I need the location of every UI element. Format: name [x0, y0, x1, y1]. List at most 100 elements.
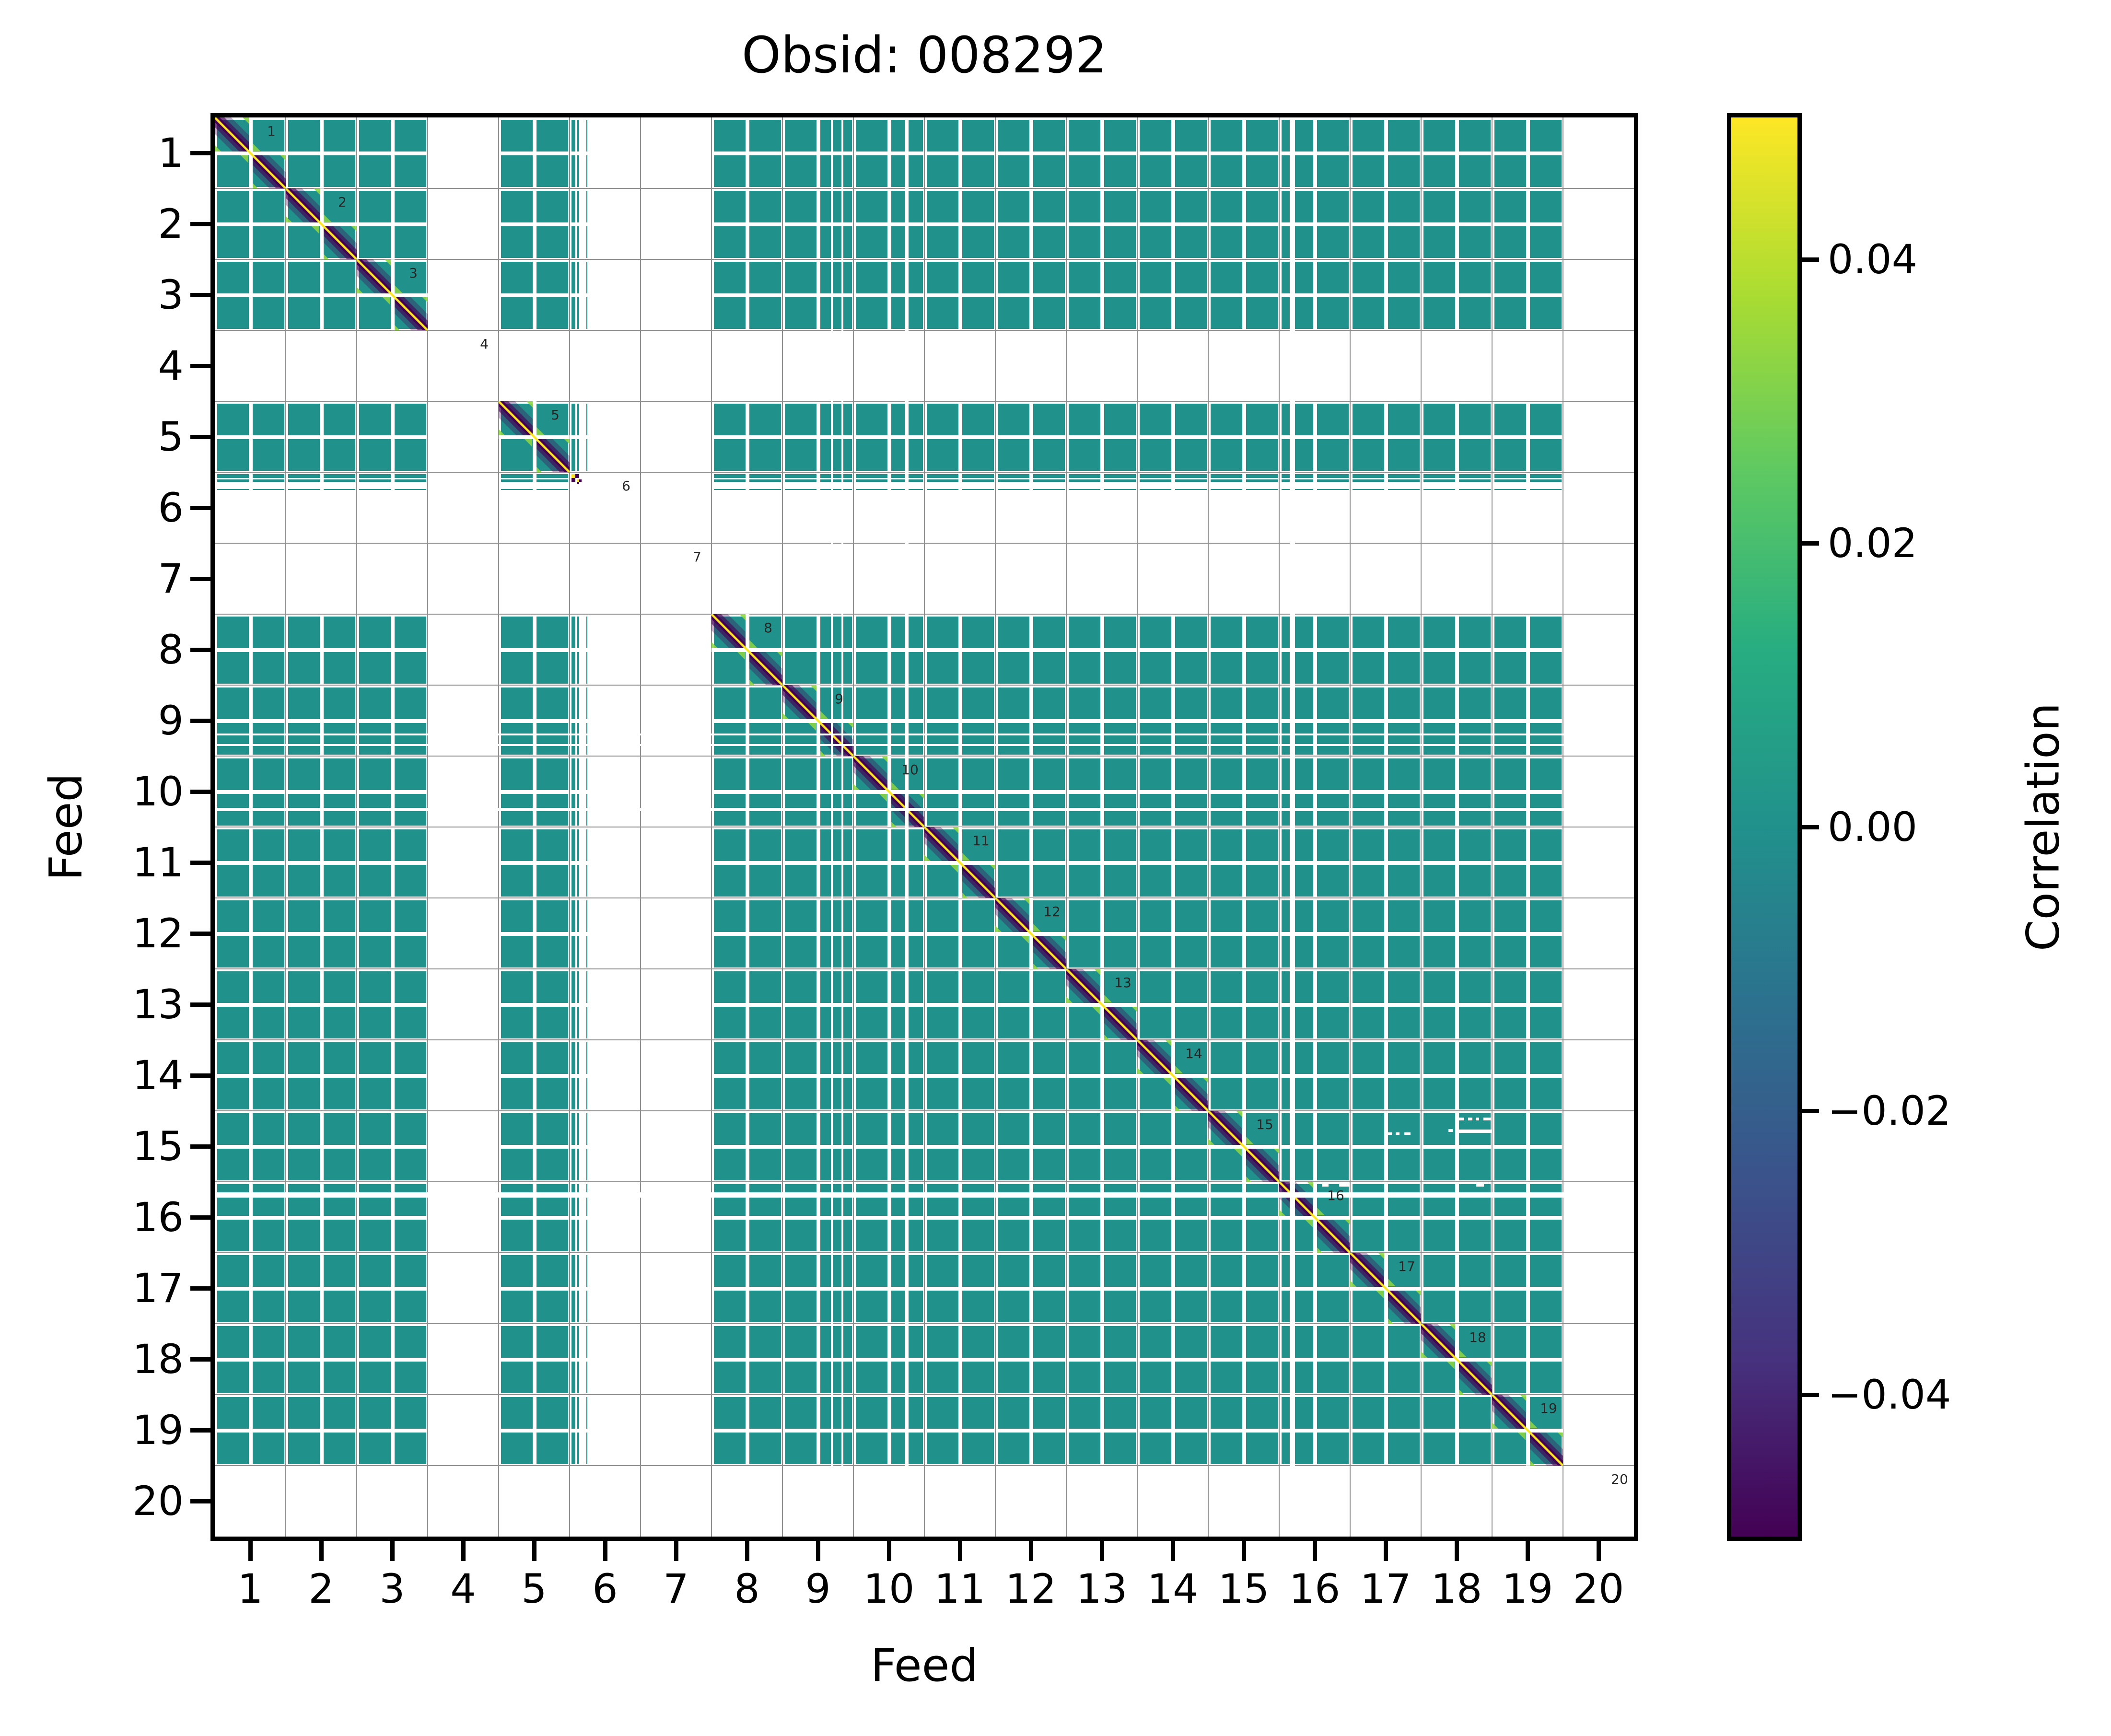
matrix-cell: [711, 117, 782, 188]
colorbar-tick-label: 0.00: [1828, 804, 1918, 851]
x-tick-mark: [745, 1541, 749, 1561]
x-tick-mark: [1029, 1541, 1033, 1561]
flagged-channel-dash: [1458, 1118, 1464, 1120]
x-tick-mark: [1455, 1541, 1459, 1561]
matrix-cell: [1208, 1324, 1279, 1395]
diagonal-autocorrelation-block: [215, 117, 286, 188]
matrix-cell: [1208, 756, 1279, 827]
y-tick-mark: [190, 932, 210, 936]
matrix-cell: [1066, 756, 1137, 827]
matrix-cell: [215, 1040, 286, 1111]
partial-feed-row-strip: [1492, 489, 1563, 490]
matrix-cell: [924, 1253, 995, 1324]
matrix-cell: [1137, 188, 1208, 259]
x-tick-label: 7: [663, 1565, 689, 1612]
matrix-cell: [1421, 117, 1492, 188]
y-tick-label: 12: [132, 910, 184, 957]
matrix-cell: [711, 1253, 782, 1324]
partial-feed-col-strip: [571, 969, 575, 1040]
partial-feed-col-strip: [577, 898, 579, 969]
matrix-cell: [1208, 188, 1279, 259]
diag-feed-number: 18: [1469, 1329, 1486, 1345]
partial-feed-row-strip: [853, 479, 924, 482]
partial-feed-col-strip: [586, 188, 587, 259]
partial-feed-col-strip: [571, 401, 575, 472]
y-tick-mark: [190, 506, 210, 510]
matrix-cell: [357, 969, 428, 1040]
matrix-cell: [286, 898, 357, 969]
partial-feed-row-strip: [1350, 474, 1421, 478]
matrix-cell: [1137, 117, 1208, 188]
partial-feed-row-strip: [853, 474, 924, 478]
x-tick-label: 18: [1431, 1565, 1482, 1612]
flagged-channel-col: [1290, 117, 1295, 1537]
matrix-cell: [1350, 827, 1421, 898]
diag-feed-number: 13: [1114, 975, 1131, 990]
matrix-cell: [995, 1324, 1066, 1395]
matrix-cell: [1421, 1040, 1492, 1111]
matrix-cell: [215, 259, 286, 330]
matrix-cell: [1208, 1040, 1279, 1111]
matrix-cell: [1350, 117, 1421, 188]
matrix-cell: [1492, 1324, 1563, 1395]
x-tick-label: 1: [237, 1565, 263, 1612]
partial-feed-row-strip: [924, 474, 995, 478]
matrix-cell: [357, 614, 428, 685]
matrix-cell: [1137, 1395, 1208, 1466]
partial-feed-row-strip: [1350, 489, 1421, 490]
flagged-channel-col: [841, 117, 843, 1537]
partial-feed-row-strip: [286, 489, 357, 490]
matrix-cell: [924, 1395, 995, 1466]
matrix-cell: [711, 259, 782, 330]
x-tick-mark: [1526, 1541, 1530, 1561]
matrix-cell: [357, 1395, 428, 1466]
x-tick-mark: [248, 1541, 253, 1561]
partial-feed-col-strip: [577, 401, 579, 472]
matrix-cell: [995, 188, 1066, 259]
grid-line-vertical: [1208, 117, 1209, 1537]
matrix-cell: [711, 827, 782, 898]
partial-feed-col-strip: [571, 1395, 575, 1466]
flagged-channel-dash: [1396, 1132, 1400, 1135]
matrix-cell: [1066, 259, 1137, 330]
matrix-cell: [357, 1111, 428, 1182]
diagonal-autocorrelation-block: [782, 685, 853, 756]
flagged-channel-dash: [1404, 1132, 1411, 1135]
y-tick-mark: [190, 577, 210, 581]
partial-feed-row-strip: [995, 489, 1066, 490]
x-axis-label: Feed: [870, 1640, 979, 1692]
partial-feed-col-strip: [586, 1253, 587, 1324]
partial-feed-row-strip: [1208, 489, 1279, 490]
matrix-cell: [1137, 614, 1208, 685]
partial-feed-col-strip: [577, 685, 579, 756]
matrix-cell: [1421, 188, 1492, 259]
matrix-cell: [499, 969, 570, 1040]
matrix-cell: [1137, 756, 1208, 827]
matrix-cell: [1066, 1040, 1137, 1111]
y-tick-mark: [190, 151, 210, 155]
matrix-cell: [1350, 1395, 1421, 1466]
partial-feed-col-strip: [577, 756, 579, 827]
x-tick-mark: [1384, 1541, 1388, 1561]
y-tick-mark: [190, 790, 210, 794]
y-tick-label: 20: [132, 1478, 184, 1525]
grid-line-vertical: [1137, 117, 1138, 1537]
matrix-cell: [853, 827, 924, 898]
matrix-cell: [924, 756, 995, 827]
chart-title: Obsid: 008292: [741, 26, 1108, 84]
partial-diag-speck: [577, 479, 580, 482]
matrix-cell: [1492, 969, 1563, 1040]
partial-feed-row-strip: [782, 489, 853, 490]
matrix-cell: [1492, 827, 1563, 898]
x-tick-label: 14: [1147, 1565, 1199, 1612]
partial-feed-col-strip: [586, 117, 587, 188]
y-tick-mark: [190, 648, 210, 652]
x-tick-mark: [674, 1541, 678, 1561]
grid-line-vertical: [1350, 117, 1351, 1537]
matrix-cell: [711, 1324, 782, 1395]
matrix-cell: [1066, 898, 1137, 969]
matrix-cell: [499, 259, 570, 330]
y-tick-label: 9: [158, 697, 184, 744]
matrix-cell: [1066, 614, 1137, 685]
x-tick-label: 6: [592, 1565, 618, 1612]
